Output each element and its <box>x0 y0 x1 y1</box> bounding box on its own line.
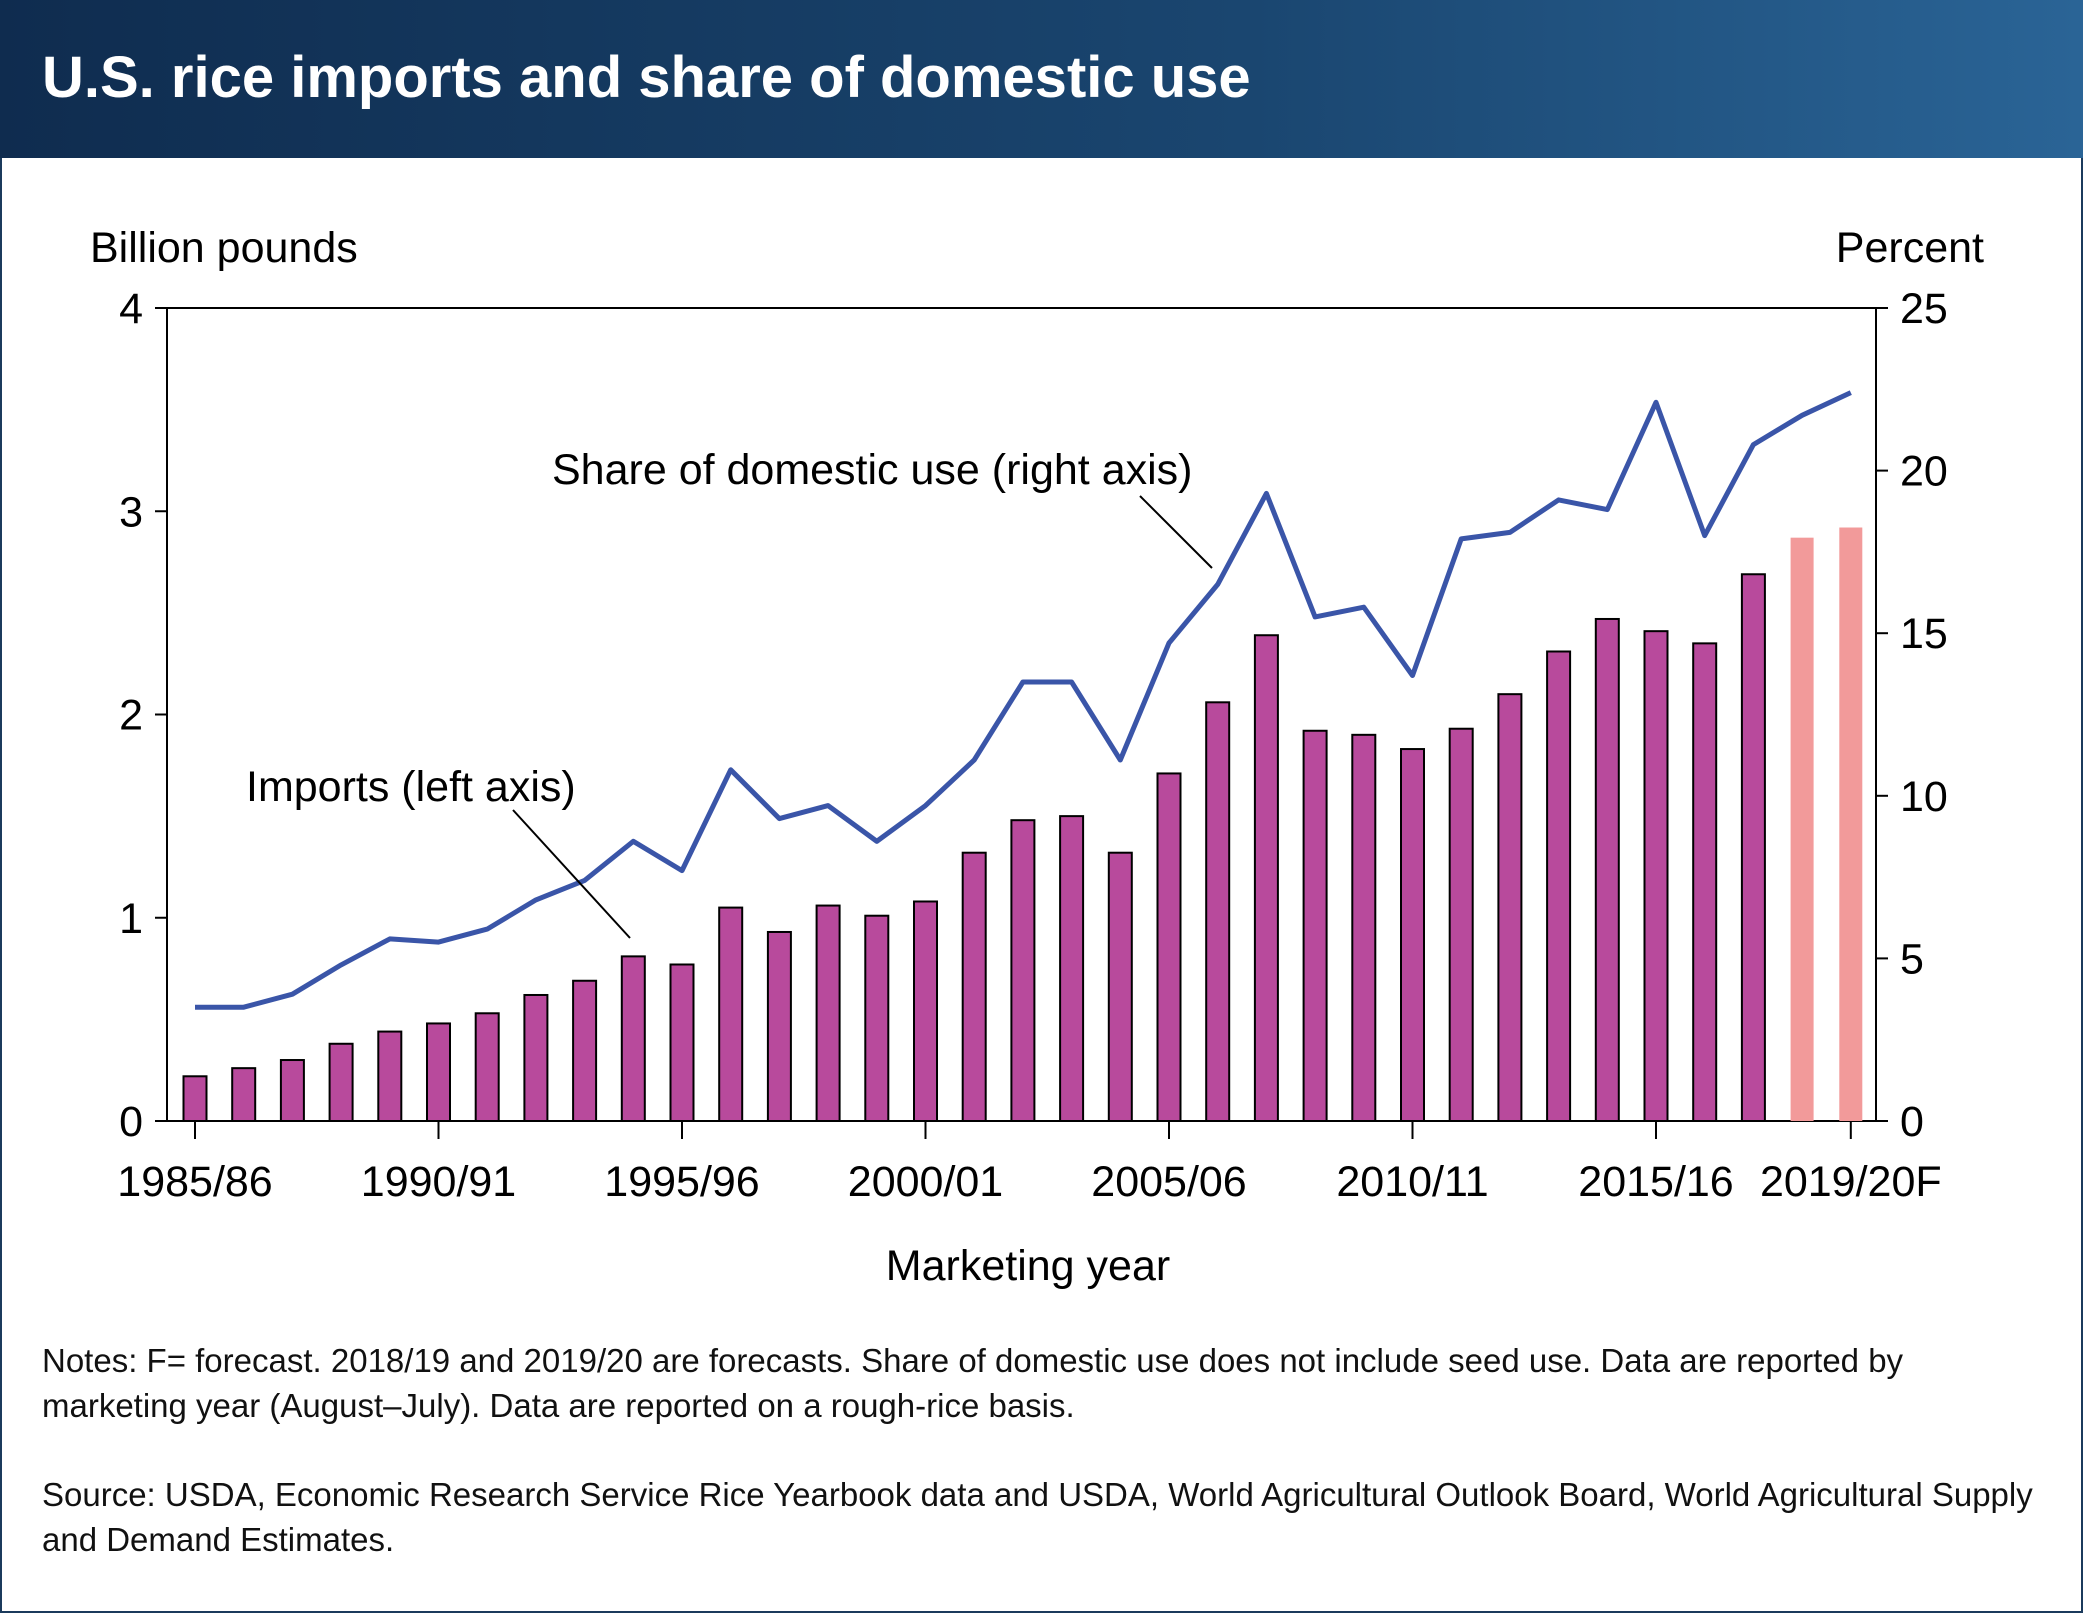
import-bar <box>1740 573 1766 1122</box>
bar-annotation: Imports (left axis) <box>246 763 576 811</box>
line-annotation: Share of domestic use (right axis) <box>552 446 1193 494</box>
right-axis-label: Percent <box>1836 224 1984 272</box>
x-tick-label: 2015/16 <box>1578 1158 1733 1206</box>
x-axis-label: Marketing year <box>886 1242 1170 1290</box>
right-tick-label: 5 <box>1900 935 1924 983</box>
import-bar <box>231 1067 257 1123</box>
x-tick-label: 1995/96 <box>604 1158 759 1206</box>
import-bar <box>864 914 890 1123</box>
import-bar <box>1400 748 1425 1122</box>
import-bar <box>572 979 598 1122</box>
import-bar <box>1692 642 1718 1122</box>
import-bar <box>913 900 938 1122</box>
x-tick-label: 2005/06 <box>1091 1158 1246 1206</box>
import-bar <box>523 993 549 1122</box>
right-tick-label: 15 <box>1900 610 1948 658</box>
line-layer <box>195 390 1852 1010</box>
import-bar <box>961 851 987 1123</box>
right-tick-label: 25 <box>1900 285 1948 333</box>
left-tick-label: 2 <box>119 692 143 740</box>
x-tick-label: 1985/86 <box>117 1158 272 1206</box>
import-bar <box>1205 701 1231 1122</box>
import-bar <box>1448 727 1474 1122</box>
import-bar <box>766 930 792 1122</box>
left-tick-label: 0 <box>119 1098 143 1146</box>
import-bar <box>1351 733 1377 1122</box>
import-bar <box>279 1059 305 1123</box>
forecast-bar <box>1790 537 1814 1121</box>
left-tick-label: 3 <box>119 488 143 536</box>
chart-title: U.S. rice imports and share of domestic … <box>42 45 1251 110</box>
right-tick-label: 10 <box>1900 773 1948 821</box>
right-tick-label: 0 <box>1900 1098 1924 1146</box>
import-bar <box>620 955 646 1122</box>
import-bar <box>718 906 744 1123</box>
import-bar <box>1253 634 1279 1122</box>
bar-annotation-pointer <box>512 809 631 939</box>
bar-layer <box>182 527 1863 1123</box>
title-banner: U.S. rice imports and share of domestic … <box>0 0 2083 158</box>
import-bar <box>1107 851 1133 1123</box>
import-bar <box>1156 772 1182 1122</box>
left-tick-label: 1 <box>119 895 143 943</box>
left-axis-label: Billion pounds <box>90 224 358 272</box>
import-bar <box>815 904 841 1122</box>
line-annotation-pointer <box>1139 495 1213 569</box>
import-bar <box>1594 617 1620 1122</box>
import-bar <box>1643 630 1669 1122</box>
import-bar <box>1302 729 1328 1122</box>
import-bar <box>1059 815 1085 1122</box>
import-bar <box>1010 819 1036 1122</box>
x-tick-label: 2010/11 <box>1336 1158 1488 1206</box>
chart-area: Billion pounds Percent 0 1 2 3 4 0 5 10 15 20 25 19… <box>90 224 1984 1290</box>
x-tick-label: 1990/91 <box>361 1158 516 1206</box>
import-bar <box>182 1075 208 1122</box>
import-bar <box>1546 650 1572 1122</box>
chart-source: Source: USDA, Economic Research Service … <box>42 1476 2033 1558</box>
import-bar <box>669 963 695 1122</box>
left-tick-label: 4 <box>119 285 143 333</box>
import-bar <box>1497 693 1523 1122</box>
share-line <box>195 390 1852 1010</box>
import-bar <box>474 1012 500 1123</box>
chart-notes: Notes: F= forecast. 2018/19 and 2019/20 … <box>42 1342 1904 1424</box>
tick-label-layer: 0 1 2 3 4 0 5 10 15 20 25 1985/86 1990/91 1995/96 2000… <box>117 285 1948 1206</box>
import-bar <box>377 1030 403 1123</box>
import-bar <box>426 1022 451 1122</box>
import-bar <box>328 1042 354 1123</box>
right-tick-label: 20 <box>1900 448 1948 496</box>
x-tick-label: 2000/01 <box>848 1158 1003 1206</box>
forecast-bar <box>1839 527 1863 1121</box>
x-tick-label: 2019/20F <box>1760 1158 1942 1206</box>
